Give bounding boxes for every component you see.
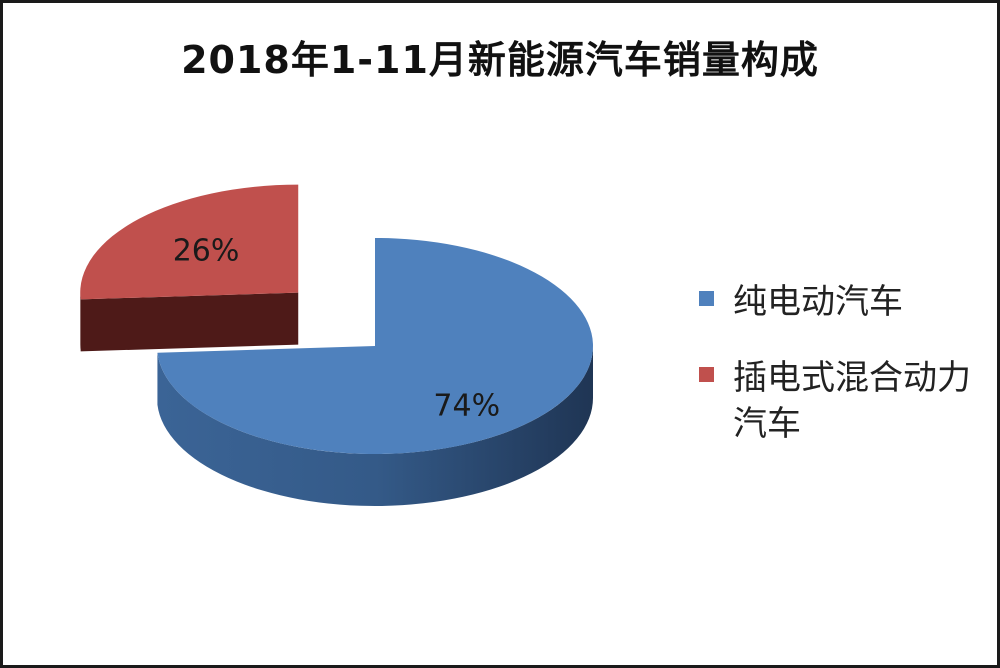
legend-swatch-phev: [699, 367, 714, 382]
legend-swatch-bev: [699, 291, 714, 306]
data-label-0: 74%: [433, 389, 500, 424]
pie-slice-1: 26%: [80, 184, 299, 352]
legend-label-phev: 插电式混合动力汽车: [733, 358, 971, 444]
chart-title: 2018年1-11月新能源汽车销量构成: [181, 38, 819, 82]
data-label-1: 26%: [173, 234, 240, 269]
pie-chart: 26% 74%: [80, 184, 593, 506]
pie-slice-top-0: [157, 238, 593, 454]
pie-slice-cut-1: [80, 292, 299, 352]
pie-slice-top-1: [80, 184, 299, 300]
pie-slice-0: 74%: [157, 238, 593, 506]
legend-item-phev: 插电式混合动力汽车: [691, 355, 991, 447]
chart-legend: 纯电动汽车 插电式混合动力汽车: [691, 279, 991, 477]
legend-item-bev: 纯电动汽车: [691, 279, 991, 325]
legend-label-bev: 纯电动汽车: [733, 282, 903, 322]
pie-slice-side-0: [157, 346, 593, 506]
